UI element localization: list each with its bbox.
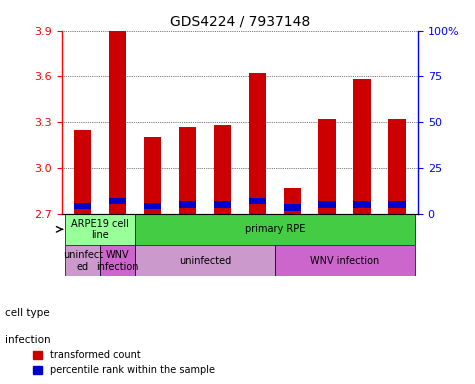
FancyBboxPatch shape: [65, 245, 100, 276]
Bar: [318, 202, 336, 207]
FancyBboxPatch shape: [65, 214, 135, 245]
FancyBboxPatch shape: [135, 214, 415, 245]
Text: WNV
infection: WNV infection: [96, 250, 139, 271]
Text: uninfect
ed: uninfect ed: [63, 250, 103, 271]
Text: WNV infection: WNV infection: [310, 256, 379, 266]
Bar: [74, 203, 91, 209]
FancyBboxPatch shape: [100, 245, 135, 276]
Bar: [389, 119, 406, 214]
Bar: [318, 119, 336, 214]
Text: uninfected: uninfected: [179, 256, 231, 266]
Bar: [353, 202, 371, 207]
Bar: [74, 130, 91, 214]
Bar: [284, 204, 301, 210]
Bar: [179, 202, 196, 207]
Text: ARPE19 cell
line: ARPE19 cell line: [71, 218, 129, 240]
Bar: [353, 79, 371, 214]
Bar: [248, 73, 266, 214]
Bar: [144, 137, 162, 214]
Bar: [284, 188, 301, 214]
Title: GDS4224 / 7937148: GDS4224 / 7937148: [170, 14, 310, 28]
Bar: [144, 203, 162, 209]
Text: infection: infection: [5, 335, 50, 345]
Bar: [179, 127, 196, 214]
FancyBboxPatch shape: [275, 245, 415, 276]
Text: cell type: cell type: [5, 308, 49, 318]
FancyBboxPatch shape: [135, 245, 275, 276]
Bar: [214, 125, 231, 214]
Bar: [109, 199, 126, 204]
Bar: [389, 202, 406, 207]
Bar: [248, 199, 266, 204]
Bar: [214, 202, 231, 207]
Legend: transformed count, percentile rank within the sample: transformed count, percentile rank withi…: [28, 346, 219, 379]
Text: primary RPE: primary RPE: [245, 224, 305, 234]
Bar: [109, 31, 126, 214]
